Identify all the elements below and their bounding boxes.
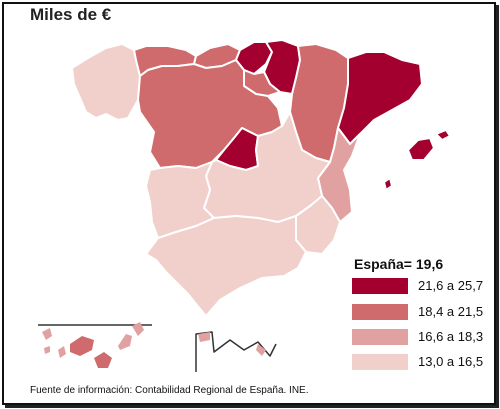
region-galicia [71, 43, 141, 121]
canarias-island [44, 346, 50, 354]
region-baleares-ibiza [383, 177, 393, 191]
region-baleares [407, 137, 435, 161]
legend-swatch [352, 354, 408, 370]
map-title: Miles de € [30, 5, 112, 24]
ceuta-region [198, 332, 210, 342]
canarias-inset [38, 322, 152, 368]
legend-swatch [352, 304, 408, 320]
canarias-island [118, 334, 132, 350]
legend-swatch [352, 278, 408, 294]
legend-label: 13,0 a 16,5 [418, 354, 484, 369]
melilla-region [256, 344, 266, 356]
legend-label: 16,6 a 18,3 [418, 329, 484, 344]
ceuta-melilla-inset [195, 331, 277, 372]
legend-label: 21,6 a 25,7 [418, 278, 484, 293]
legend-title: España= 19,6 [354, 256, 444, 272]
region-baleares-menorca [435, 129, 451, 141]
canarias-island [132, 322, 144, 336]
legend-swatch [352, 329, 408, 345]
canarias-island [42, 328, 52, 340]
canarias-island [94, 352, 112, 368]
canarias-island [70, 336, 94, 356]
region-extremadura [145, 161, 215, 239]
region-cataluna [337, 51, 423, 145]
region-andalucia [145, 215, 307, 317]
legend-label: 18,4 a 21,5 [418, 304, 484, 319]
source-note: Fuente de información: Contabilidad Regi… [30, 385, 309, 396]
canarias-island [58, 346, 66, 358]
